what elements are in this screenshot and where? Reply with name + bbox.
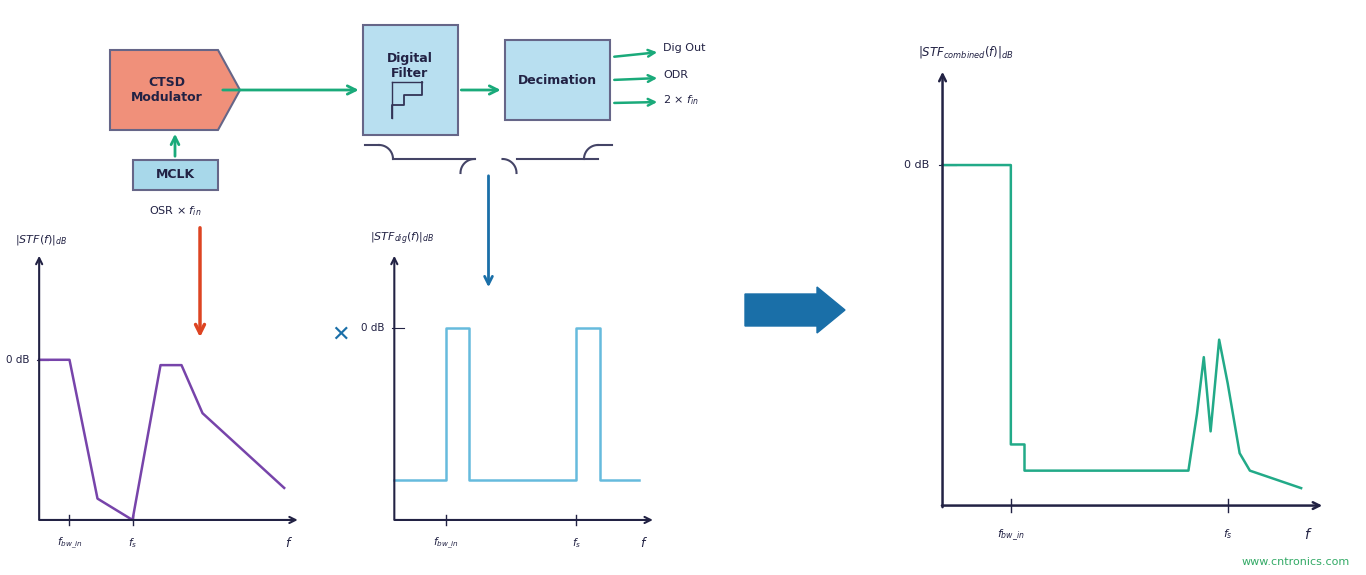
Text: MCLK: MCLK <box>156 168 194 182</box>
Text: $f_s$: $f_s$ <box>1223 527 1232 541</box>
Text: 0 dB: 0 dB <box>7 355 30 365</box>
Text: 2 × $f_{in}$: 2 × $f_{in}$ <box>663 93 699 107</box>
Text: Digital
Filter: Digital Filter <box>387 52 433 80</box>
Text: $f_s$: $f_s$ <box>128 536 137 550</box>
Text: OSR × $f_{in}$: OSR × $f_{in}$ <box>149 204 201 218</box>
Text: $f$: $f$ <box>285 536 292 550</box>
Text: $f_{bw\_in}$: $f_{bw\_in}$ <box>997 527 1024 543</box>
Text: $|STF(f)|_{dB}$: $|STF(f)|_{dB}$ <box>15 233 67 247</box>
Text: $f$: $f$ <box>641 536 647 550</box>
Text: www.cntronics.com: www.cntronics.com <box>1242 557 1350 567</box>
FancyArrow shape <box>744 287 846 333</box>
Text: Dig Out: Dig Out <box>663 43 705 53</box>
Text: ✕: ✕ <box>331 325 350 345</box>
Polygon shape <box>111 50 240 130</box>
Text: 0 dB: 0 dB <box>362 323 385 333</box>
Text: $f_{bw\_in}$: $f_{bw\_in}$ <box>433 536 459 551</box>
FancyBboxPatch shape <box>133 160 217 190</box>
Text: $|STF_{combined}(f)|_{dB}$: $|STF_{combined}(f)|_{dB}$ <box>918 44 1014 60</box>
Text: $f_{bw\_in}$: $f_{bw\_in}$ <box>56 536 82 551</box>
Text: $f$: $f$ <box>1303 527 1313 542</box>
Text: Decimation: Decimation <box>518 74 597 86</box>
FancyBboxPatch shape <box>504 40 609 120</box>
Text: 0 dB: 0 dB <box>904 160 929 170</box>
Text: $f_s$: $f_s$ <box>572 536 581 550</box>
Text: $|STF_{dig}(f)|_{dB}$: $|STF_{dig}(f)|_{dB}$ <box>370 231 434 247</box>
FancyBboxPatch shape <box>362 25 458 135</box>
Text: ODR: ODR <box>663 70 688 80</box>
Text: CTSD
Modulator: CTSD Modulator <box>131 76 204 104</box>
